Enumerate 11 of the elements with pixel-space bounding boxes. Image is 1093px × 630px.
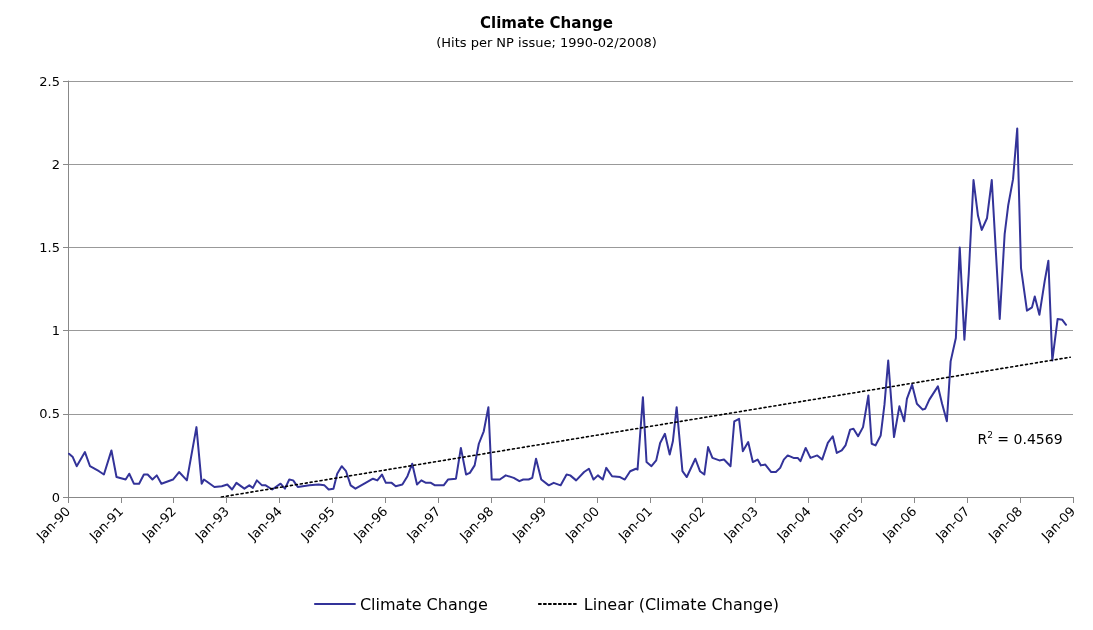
chart-subtitle: (Hits per NP issue; 1990-02/2008) — [436, 35, 657, 50]
chart-title: Climate Change — [479, 13, 614, 32]
y-tick-label: 1.5 — [39, 239, 60, 255]
y-tick-label: 2.5 — [39, 73, 60, 89]
line-series — [68, 127, 1068, 491]
legend-label: Linear (Climate Change) — [583, 594, 780, 614]
y-tick-label: 0 — [51, 489, 60, 505]
y-tick-label: 2 — [51, 156, 60, 172]
y-tick-label: 1 — [51, 323, 60, 339]
y-tick-label: 0.5 — [39, 406, 60, 422]
legend-label: Climate Change — [359, 594, 488, 614]
